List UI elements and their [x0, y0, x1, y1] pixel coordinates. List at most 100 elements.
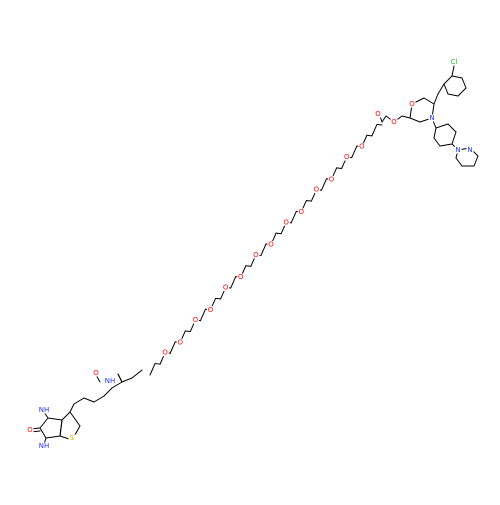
- ester-linker: [401, 115, 411, 119]
- chlorophenyl-ring: [457, 87, 467, 97]
- morpholine-oxygen: O: [409, 100, 415, 108]
- ether-oxygen: O: [223, 283, 229, 291]
- ester-carbonyl-oxygen: O: [375, 110, 381, 118]
- valeryl-chain: [69, 403, 75, 413]
- carbonyl-oxygen: O: [27, 426, 33, 434]
- atom-label-background: [358, 143, 366, 151]
- valeryl-chain: [83, 397, 95, 403]
- ether-oxygen: O: [314, 186, 320, 194]
- peg-chain: [169, 341, 176, 354]
- nh-nitrogen: NH: [39, 442, 50, 450]
- benzyl-link: [433, 93, 439, 105]
- peg-chain: [215, 297, 222, 300]
- peg-chain: [184, 330, 191, 333]
- peg-chain: [149, 363, 156, 376]
- peg-chain: [260, 243, 267, 256]
- morpholine-nitrogen: N: [429, 114, 434, 122]
- piperidine-ring: [435, 123, 449, 129]
- atom-label-background: [343, 153, 351, 161]
- atom-label-background: [237, 273, 245, 281]
- valeryl-chain: [103, 387, 113, 397]
- nh-nitrogen: NH: [39, 406, 50, 414]
- chlorophenyl-ring: [447, 93, 459, 97]
- peg-chain: [351, 145, 358, 159]
- atom-label-background: [161, 349, 169, 357]
- ester-oxygen: O: [391, 118, 397, 126]
- peg-chain: [320, 178, 328, 191]
- c-cl-bond: [451, 65, 455, 77]
- peg-chain: [275, 232, 282, 235]
- atom-label-background: [267, 241, 275, 249]
- atom-label-background: [312, 186, 320, 194]
- atom-label-background: [40, 442, 48, 450]
- ester-linker: [381, 115, 387, 123]
- chlorophenyl-ring: [461, 77, 467, 89]
- atom-label-background: [390, 118, 398, 126]
- ether-oxygen: O: [193, 316, 199, 324]
- piperidine-ring: [433, 127, 437, 139]
- amide-nitrogen: NH: [105, 377, 116, 385]
- peg-chain: [336, 167, 343, 169]
- imidazolidinone-ring: [47, 417, 63, 421]
- piperidine-ring: [433, 137, 441, 147]
- chlorine-atom: Cl: [451, 58, 458, 66]
- ether-oxygen: O: [329, 175, 335, 183]
- ether-oxygen: O: [178, 338, 184, 346]
- piperidine-ring: [447, 123, 457, 133]
- atom-label-background: [297, 208, 305, 216]
- imidazolidinone-ring: [45, 435, 61, 439]
- thiolane-sulfur: S: [70, 434, 75, 442]
- piperidine-ring: [439, 143, 453, 147]
- peg-chain: [376, 123, 383, 126]
- atom-label-background: [374, 110, 382, 118]
- ether-oxygen: O: [238, 273, 244, 281]
- thiolane-ring: [59, 419, 63, 437]
- morpholine-ring: [409, 117, 421, 123]
- thiolane-ring: [61, 411, 71, 421]
- peg-chain: [366, 134, 373, 137]
- chlorophenyl-ring: [443, 83, 449, 95]
- benzyl-link: [437, 83, 445, 95]
- piperidine-ring: [451, 131, 457, 145]
- ether-oxygen: O: [268, 241, 274, 249]
- valeryl-chain: [131, 369, 143, 379]
- atom-label-background: [282, 218, 290, 226]
- peg-chain: [305, 200, 312, 202]
- pyridine-ring: [473, 155, 479, 167]
- peg-chain: [290, 210, 297, 224]
- valeryl-chain: [93, 395, 105, 403]
- atom-label-background: [450, 58, 458, 66]
- imidazolidinone-ring: [39, 427, 47, 439]
- ether-oxygen: O: [299, 208, 305, 216]
- atom-label-background: [252, 251, 260, 259]
- imidazolidinone-ring: [39, 417, 49, 429]
- pyridine-nitrogen: N: [467, 146, 472, 154]
- atom-label-background: [222, 283, 230, 291]
- valeryl-chain: [117, 373, 123, 383]
- amide-oxygen: O: [93, 369, 99, 377]
- atom-label-background: [191, 316, 199, 324]
- ether-oxygen: O: [253, 251, 259, 259]
- peg-chain: [371, 123, 378, 137]
- ether-oxygen: O: [162, 349, 168, 357]
- atom-label-background: [26, 426, 34, 434]
- peg-chain: [154, 363, 161, 365]
- morpholine-ring: [423, 97, 435, 105]
- atom-label-background: [428, 114, 436, 122]
- peg-chain: [199, 308, 206, 322]
- piperidine-nitrogen: N: [455, 146, 460, 154]
- atom-label-background: [466, 146, 474, 154]
- thiolane-ring: [69, 411, 81, 427]
- ether-oxygen: O: [283, 218, 289, 226]
- pyridine-ring: [455, 157, 463, 167]
- valeryl-chain: [111, 381, 123, 389]
- atom-label-background: [68, 434, 76, 442]
- ether-oxygen: O: [208, 306, 214, 314]
- atom-label-background: [408, 100, 416, 108]
- valeryl-chain: [73, 397, 85, 405]
- bond-layer: [29, 65, 479, 445]
- atom-label-background: [176, 338, 184, 346]
